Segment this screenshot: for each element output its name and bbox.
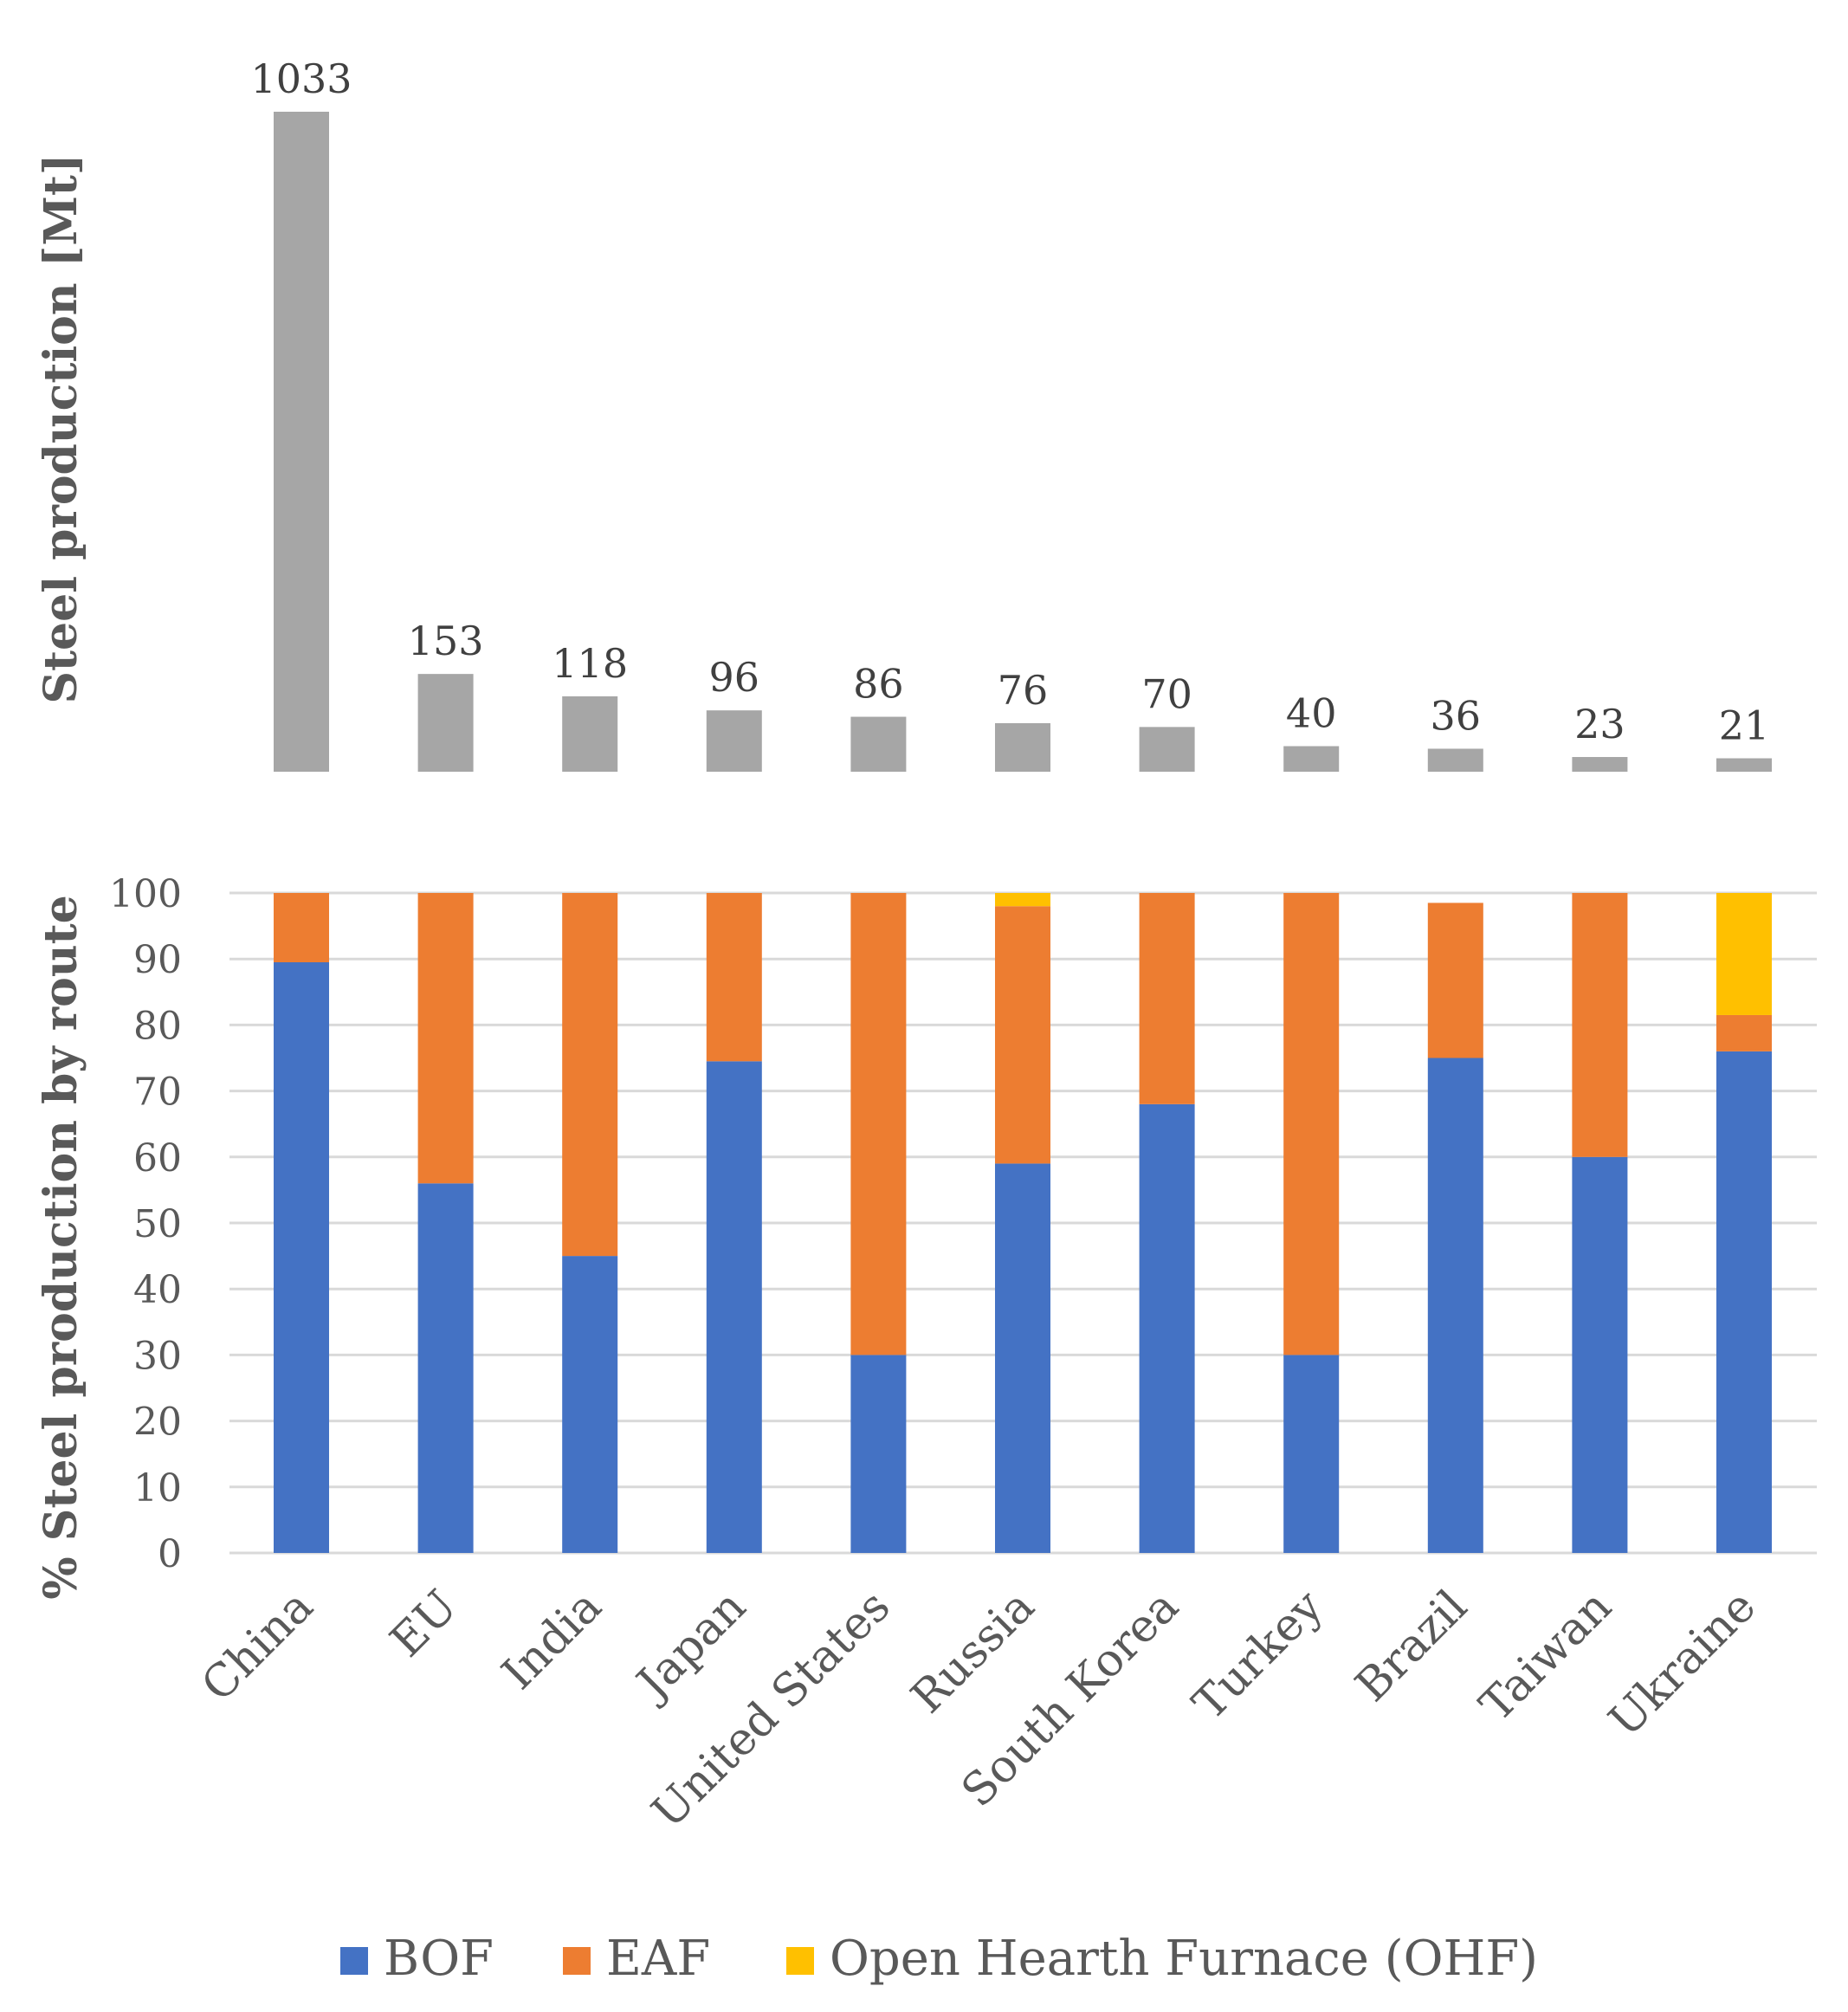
- legend: BOF EAF Open Hearth Furnace (OHF): [340, 1931, 1538, 1987]
- segment-bof-ukraine: [1716, 1051, 1772, 1553]
- segment-eaf-japan: [706, 893, 762, 1062]
- production-data-label: 86: [853, 661, 904, 708]
- y-tick-label: 90: [133, 938, 182, 982]
- segment-bof-brazil: [1427, 1058, 1483, 1553]
- segment-bof-eu: [417, 1183, 474, 1553]
- y-tick-label: 100: [109, 872, 182, 916]
- top-y-axis-title: Steel production [Mt]: [35, 153, 87, 703]
- y-tick-label: 50: [133, 1202, 182, 1246]
- segment-eaf-turkey: [1283, 893, 1340, 1355]
- segment-bof-china: [274, 962, 329, 1553]
- segment-eaf-brazil: [1427, 902, 1483, 1058]
- production-data-label: 76: [998, 667, 1049, 714]
- category-label: India: [493, 1581, 612, 1700]
- production-bar-turkey: [1283, 746, 1340, 772]
- production-bar-russia: [995, 722, 1050, 772]
- production-bar-ukraine: [1716, 758, 1772, 772]
- segment-eaf-russia: [995, 906, 1050, 1164]
- y-tick-label: 70: [133, 1071, 182, 1115]
- y-tick-label: 30: [133, 1334, 182, 1378]
- y-tick-label: 60: [133, 1136, 182, 1181]
- y-tick-label: 20: [133, 1401, 182, 1445]
- category-label: Japan: [624, 1581, 756, 1712]
- category-label: Taiwan: [1470, 1581, 1622, 1732]
- segment-eaf-united-states: [850, 893, 907, 1355]
- segment-bof-turkey: [1283, 1355, 1340, 1553]
- category-label: Ukraine: [1599, 1581, 1766, 1747]
- production-data-label: 21: [1719, 702, 1770, 749]
- production-bar-japan: [706, 710, 762, 772]
- production-data-label: 153: [408, 618, 484, 664]
- production-data-label: 96: [709, 654, 760, 701]
- segment-eaf-ukraine: [1716, 1014, 1772, 1051]
- y-tick-label: 10: [133, 1466, 182, 1511]
- segment-bof-taiwan: [1572, 1156, 1628, 1553]
- production-data-label: 70: [1141, 670, 1192, 717]
- legend-label: EAF: [606, 1931, 710, 1987]
- category-label: China: [192, 1581, 324, 1712]
- production-data-labels: 1033 153 118 96 86 76 70 40 36 23 21: [250, 55, 1769, 749]
- production-bar-brazil: [1427, 748, 1483, 772]
- segment-bof-south-korea: [1139, 1103, 1195, 1553]
- y-axis-ticks: 0 10 20 30 40 50 60 70 80 90 100: [109, 872, 182, 1576]
- segment-bof-japan: [706, 1061, 762, 1553]
- segment-eaf-china: [274, 893, 329, 963]
- category-label: Turkey: [1183, 1580, 1333, 1730]
- segment-bof-united-states: [850, 1355, 907, 1553]
- legend-swatch-open: [786, 1947, 814, 1975]
- segment-eaf-south-korea: [1139, 893, 1195, 1104]
- legend-label: Open Hearth Furnace (OHF): [830, 1931, 1538, 1987]
- segment-open-ukraine: [1716, 893, 1772, 1015]
- production-bar-united-states: [850, 716, 907, 772]
- y-tick-label: 0: [158, 1532, 182, 1576]
- production-bar-china: [274, 112, 329, 772]
- production-bars: [274, 112, 1772, 772]
- legend-swatch-bof: [340, 1947, 368, 1975]
- production-bar-eu: [417, 674, 474, 772]
- segment-bof-russia: [995, 1163, 1050, 1553]
- production-bar-south-korea: [1139, 727, 1195, 772]
- production-data-label: 40: [1286, 689, 1337, 736]
- category-label: Russia: [901, 1581, 1044, 1724]
- category-label: Brazil: [1346, 1581, 1477, 1712]
- y-tick-label: 40: [133, 1268, 182, 1312]
- production-data-label: 23: [1574, 701, 1625, 747]
- segment-open-russia: [995, 893, 1050, 907]
- bottom-y-axis-title: % Steel production by route: [35, 895, 87, 1599]
- production-bar-india: [562, 695, 618, 772]
- legend-swatch-eaf: [563, 1947, 591, 1975]
- production-data-label: 36: [1431, 692, 1482, 739]
- legend-label: BOF: [384, 1931, 494, 1987]
- segment-bof-india: [562, 1256, 618, 1553]
- segment-eaf-india: [562, 893, 618, 1257]
- segment-eaf-eu: [417, 893, 474, 1184]
- production-bar-taiwan: [1572, 757, 1628, 772]
- y-tick-label: 80: [133, 1004, 182, 1048]
- production-data-label: 1033: [250, 55, 352, 102]
- segment-eaf-taiwan: [1572, 893, 1628, 1157]
- category-label: EU: [381, 1581, 468, 1667]
- route-stacked-bars: [274, 893, 1772, 1553]
- production-data-label: 118: [552, 640, 628, 687]
